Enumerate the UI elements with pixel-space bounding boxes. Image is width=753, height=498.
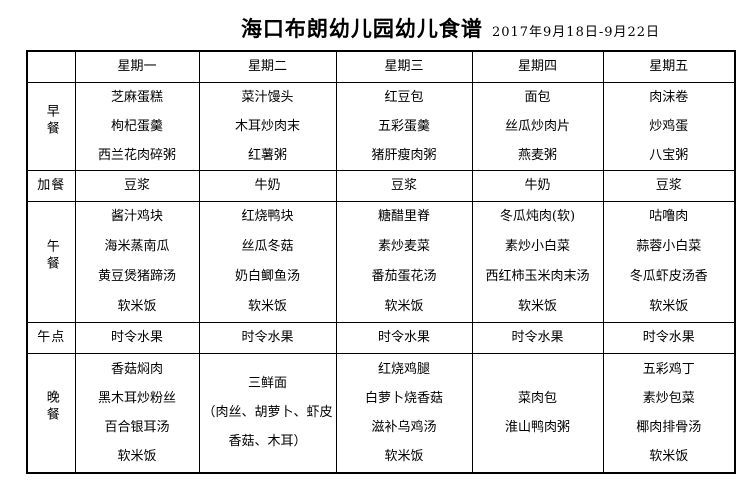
menu-cell-lunch-monday: 酱汁鸡块 海米蒸南瓜 黄豆煲猪蹄汤 软米饭 (74, 201, 200, 323)
meal-label-breakfast: 早餐 (26, 82, 76, 171)
page-title-text: 海口布朗幼儿园幼儿食谱 (240, 16, 483, 41)
menu-cell-dinner-monday: 香菇焖肉 黑木耳炒粉丝 百合银耳汤 软米饭 (74, 353, 200, 473)
menu-cell-dinner-wednesday: 红烧鸡腿 白萝卜烧香菇 滋补乌鸡汤 软米饭 (335, 353, 473, 473)
meal-label-morning-snack: 加餐 (26, 170, 76, 202)
menu-cell-snack-tuesday: 牛奶 (198, 170, 337, 202)
meal-label-dinner: 晚餐 (26, 353, 76, 473)
menu-cell-snack-wednesday: 豆浆 (335, 170, 473, 202)
menu-cell-snack-thursday: 牛奶 (471, 170, 604, 202)
menu-cell-breakfast-thursday: 面包 丝瓜炒肉片 燕麦粥 (471, 82, 604, 171)
breakfast-row: 早餐 芝麻蛋糕 枸杞蛋羹 西兰花肉碎粥 菜汁馒头 木耳炒肉末 红薯粥 红豆包 五… (26, 82, 736, 171)
day-header-wednesday: 星期三 (335, 50, 473, 83)
morning-snack-row: 加餐 豆浆 牛奶 豆浆 牛奶 豆浆 (26, 170, 736, 202)
meal-label-text: 午点 (37, 330, 66, 345)
day-header-monday: 星期一 (74, 50, 200, 83)
corner-cell (26, 50, 76, 83)
meal-label-text: 晚餐 (43, 390, 59, 425)
dinner-row: 晚餐 香菇焖肉 黑木耳炒粉丝 百合银耳汤 软米饭 三鲜面 （肉丝、胡萝卜、虾皮 … (26, 353, 736, 473)
menu-cell-afternoon-tuesday: 时令水果 (198, 322, 337, 354)
menu-cell-afternoon-monday: 时令水果 (74, 322, 200, 354)
day-header-tuesday: 星期二 (198, 50, 337, 83)
menu-cell-lunch-friday: 咕噜肉 蒜蓉小白菜 冬瓜虾皮汤香 软米饭 (602, 201, 736, 323)
title-date-range: 2017年9月18日-9月22日 (491, 25, 661, 40)
lunch-row: 午餐 酱汁鸡块 海米蒸南瓜 黄豆煲猪蹄汤 软米饭 红烧鸭块 丝瓜冬菇 奶白鲫鱼汤… (26, 201, 736, 323)
menu-cell-snack-friday: 豆浆 (602, 170, 736, 202)
menu-cell-lunch-tuesday: 红烧鸭块 丝瓜冬菇 奶白鲫鱼汤 软米饭 (198, 201, 337, 323)
menu-cell-breakfast-monday: 芝麻蛋糕 枸杞蛋羹 西兰花肉碎粥 (74, 82, 200, 171)
menu-cell-dinner-thursday: 菜肉包 淮山鸭肉粥 (471, 353, 604, 473)
menu-cell-lunch-thursday: 冬瓜炖肉(软) 素炒小白菜 西红柿玉米肉末汤 软米饭 (471, 201, 604, 323)
day-header-thursday: 星期四 (471, 50, 604, 83)
meal-label-afternoon-snack: 午点 (26, 322, 76, 354)
page-title: 海口布朗幼儿园幼儿食谱 2017年9月18日-9月22日 (0, 13, 753, 43)
menu-cell-snack-monday: 豆浆 (74, 170, 200, 202)
menu-cell-afternoon-thursday: 时令水果 (471, 322, 604, 354)
day-header-friday: 星期五 (602, 50, 736, 83)
menu-cell-dinner-friday: 五彩鸡丁 素炒包菜 椰肉排骨汤 软米饭 (602, 353, 736, 473)
afternoon-snack-row: 午点 时令水果 时令水果 时令水果 时令水果 时令水果 (26, 322, 736, 354)
meal-label-text: 午餐 (43, 239, 59, 273)
weekly-menu-table: 星期一 星期二 星期三 星期四 星期五 早餐 芝麻蛋糕 枸杞蛋羹 西兰花肉碎粥 … (26, 50, 736, 474)
menu-cell-afternoon-friday: 时令水果 (602, 322, 736, 354)
meal-label-lunch: 午餐 (26, 201, 76, 323)
menu-cell-breakfast-tuesday: 菜汁馒头 木耳炒肉末 红薯粥 (198, 82, 337, 171)
meal-label-text: 早餐 (43, 104, 59, 138)
menu-cell-afternoon-wednesday: 时令水果 (335, 322, 473, 354)
menu-cell-dinner-tuesday: 三鲜面 （肉丝、胡萝卜、虾皮 香菇、木耳） (198, 353, 337, 473)
menu-cell-breakfast-friday: 肉沫卷 炒鸡蛋 八宝粥 (602, 82, 736, 171)
table-header-row: 星期一 星期二 星期三 星期四 星期五 (26, 50, 736, 83)
meal-label-text: 加餐 (37, 178, 66, 193)
menu-cell-breakfast-wednesday: 红豆包 五彩蛋羹 猪肝瘦肉粥 (335, 82, 473, 171)
menu-cell-lunch-wednesday: 糖醋里脊 素炒麦菜 番茄蛋花汤 软米饭 (335, 201, 473, 323)
